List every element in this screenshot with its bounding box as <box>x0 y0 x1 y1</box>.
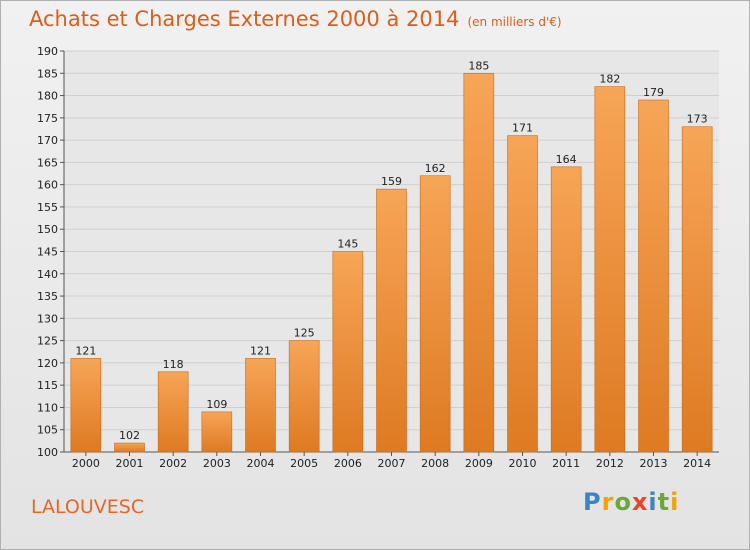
value-label-2005: 125 <box>294 327 315 340</box>
location-label: LALOUVESC <box>31 496 145 518</box>
x-tick-label-2013: 2013 <box>640 457 668 470</box>
bar-2011 <box>550 166 582 453</box>
value-label-2001: 102 <box>119 429 140 442</box>
y-tick-label: 155 <box>37 201 58 214</box>
bar-2000 <box>70 358 102 453</box>
chart-title-text: Achats et Charges Externes 2000 à 2014 <box>29 7 460 31</box>
bar-2014 <box>681 126 713 453</box>
value-label-2004: 121 <box>250 344 271 357</box>
y-tick-label: 170 <box>37 134 58 147</box>
y-tick-label: 185 <box>37 67 58 80</box>
value-label-2008: 162 <box>425 162 446 175</box>
x-tick-label-2012: 2012 <box>596 457 624 470</box>
x-tick-label-2008: 2008 <box>421 457 449 470</box>
x-tick-label-2011: 2011 <box>552 457 580 470</box>
value-label-2002: 118 <box>163 358 184 371</box>
chart-title: Achats et Charges Externes 2000 à 2014 (e… <box>29 7 562 31</box>
value-label-2013: 179 <box>643 86 664 99</box>
value-label-2006: 145 <box>337 238 358 251</box>
y-tick-label: 140 <box>37 268 58 281</box>
bar-2009 <box>463 72 495 453</box>
value-label-2009: 185 <box>468 59 489 72</box>
value-label-2003: 109 <box>206 398 227 411</box>
x-tick-label-2002: 2002 <box>159 457 187 470</box>
bar-2002 <box>157 371 189 453</box>
proxiti-logo[interactable]: Proxiti <box>583 488 680 516</box>
value-label-2014: 173 <box>687 113 708 126</box>
y-tick-label: 115 <box>37 379 58 392</box>
y-tick-label: 135 <box>37 290 58 303</box>
y-tick-label: 150 <box>37 223 58 236</box>
y-tick-label: 120 <box>37 357 58 370</box>
y-tick-label: 110 <box>37 401 58 414</box>
y-tick-label: 125 <box>37 335 58 348</box>
bar-2008 <box>419 175 451 453</box>
bar-2013 <box>638 99 669 453</box>
x-tick-label-2014: 2014 <box>683 457 711 470</box>
y-tick-label: 180 <box>37 90 58 103</box>
y-tick-label: 165 <box>37 156 58 169</box>
y-tick-label: 105 <box>37 424 58 437</box>
value-label-2012: 182 <box>599 73 620 86</box>
y-tick-label: 145 <box>37 246 58 259</box>
x-tick-label-2000: 2000 <box>72 457 100 470</box>
bar-2005 <box>288 340 320 453</box>
bar-2012 <box>594 86 626 453</box>
bar-2010 <box>507 135 538 453</box>
value-label-2010: 171 <box>512 122 533 135</box>
value-label-2011: 164 <box>556 153 577 166</box>
bar-2007 <box>376 188 407 453</box>
x-tick-label-2004: 2004 <box>247 457 275 470</box>
x-tick-label-2001: 2001 <box>116 457 144 470</box>
x-tick-label-2007: 2007 <box>378 457 406 470</box>
value-label-2000: 121 <box>75 344 96 357</box>
x-tick-label-2005: 2005 <box>290 457 318 470</box>
x-tick-label-2010: 2010 <box>509 457 537 470</box>
value-label-2007: 159 <box>381 175 402 188</box>
x-tick-label-2006: 2006 <box>334 457 362 470</box>
y-tick-label: 175 <box>37 112 58 125</box>
x-tick-label-2009: 2009 <box>465 457 493 470</box>
y-tick-label: 190 <box>37 45 58 58</box>
y-tick-label: 160 <box>37 179 58 192</box>
bar-2006 <box>332 251 364 453</box>
bar-2003 <box>201 411 233 453</box>
x-tick-label-2003: 2003 <box>203 457 231 470</box>
chart-subtitle: (en milliers d'€) <box>467 15 562 29</box>
y-tick-label: 130 <box>37 312 58 325</box>
bar-2004 <box>245 358 276 453</box>
bar-2001 <box>114 442 145 453</box>
y-tick-label: 100 <box>37 446 58 459</box>
